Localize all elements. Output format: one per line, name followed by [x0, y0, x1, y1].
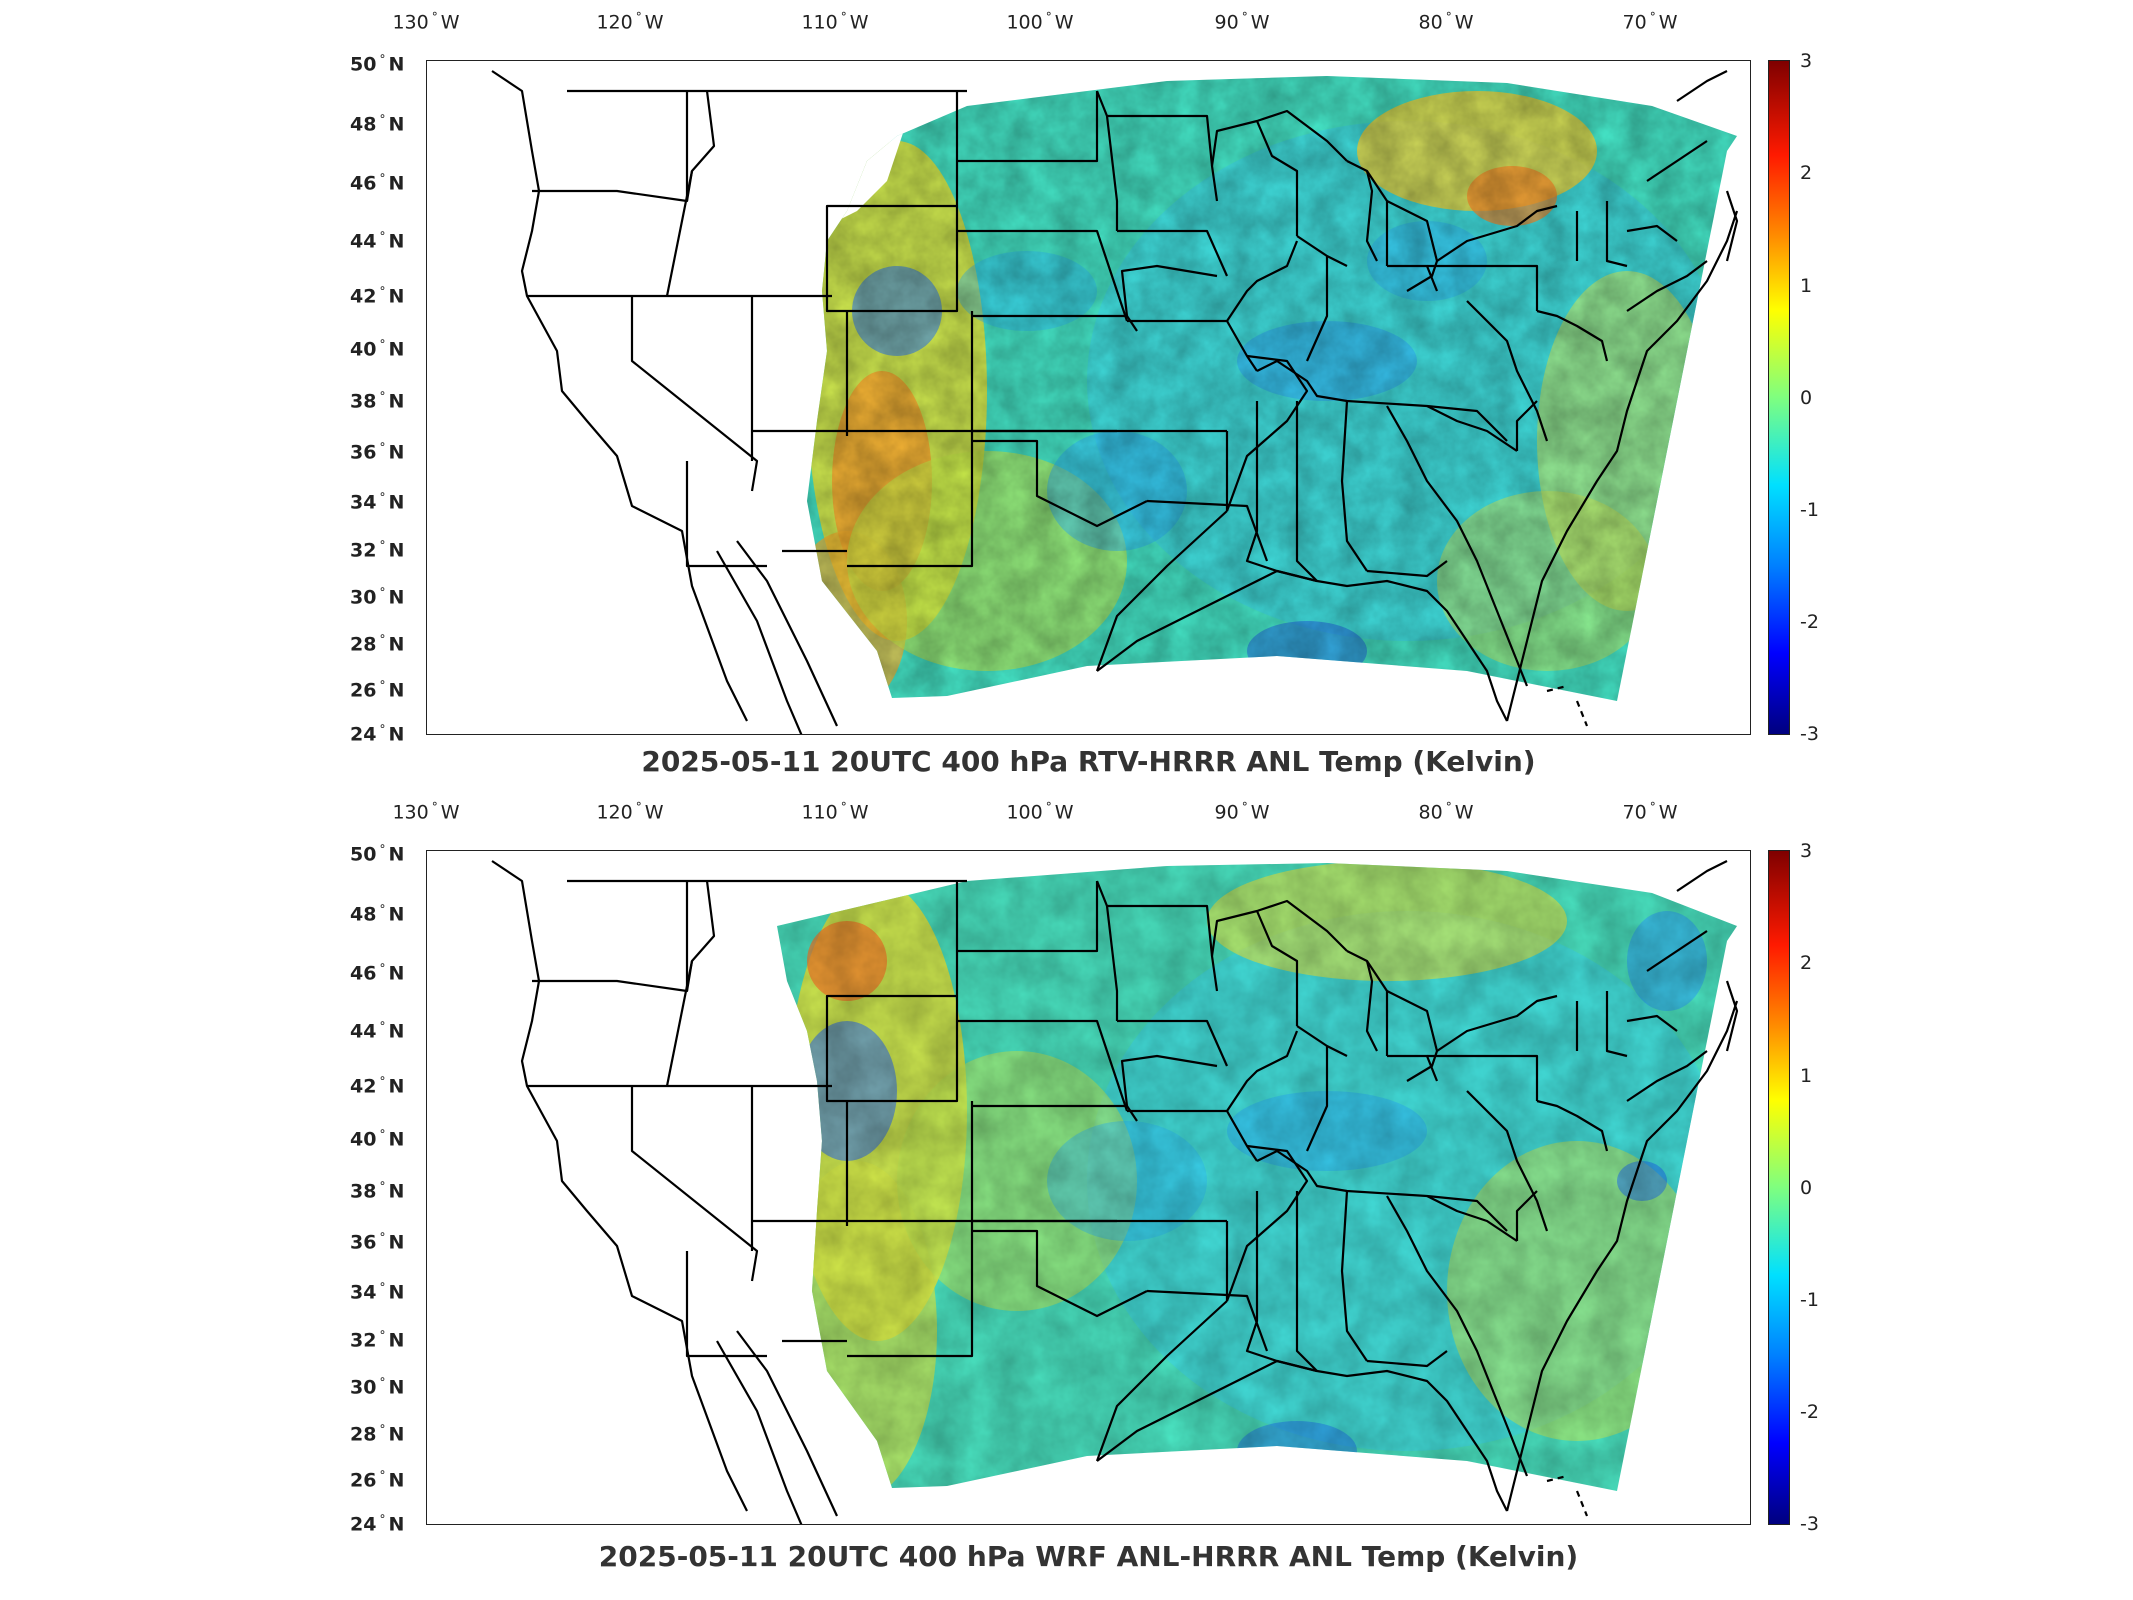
- colorbar-tick: 0: [1800, 387, 1813, 409]
- map-panel-rtv: 130 ° W 120 ° W 110 ° W 100 ° W 90 ° W 80 ° W 70 ° W 5…: [0, 0, 2133, 790]
- lon-label: 120 ° W: [596, 10, 664, 34]
- lat-label: 36 ° N: [350, 440, 405, 464]
- panel-title: 2025-05-11 20UTC 400 hPa RTV-HRRR ANL Te…: [641, 745, 1536, 778]
- lat-label: 42 ° N: [350, 1074, 405, 1098]
- lat-label: 26 ° N: [350, 678, 405, 702]
- lat-label: 34 ° N: [350, 1280, 405, 1304]
- colorbar-tick: -1: [1800, 1289, 1819, 1311]
- data-field: [807, 76, 1737, 701]
- colorbar-tick: 1: [1800, 1065, 1813, 1087]
- lat-label: 50 ° N: [350, 52, 405, 76]
- colorbar-tick: 2: [1800, 162, 1813, 184]
- lat-label: 48 ° N: [350, 112, 405, 136]
- lat-label: 32 ° N: [350, 538, 405, 562]
- lat-label: 24 ° N: [350, 1512, 405, 1536]
- lat-label: 44 ° N: [350, 229, 405, 253]
- lon-label: 80 ° W: [1418, 10, 1474, 34]
- lon-label: 70 ° W: [1622, 10, 1678, 34]
- lat-label: 44 ° N: [350, 1019, 405, 1043]
- map-plot-area: [426, 850, 1751, 1525]
- lon-label: 80 ° W: [1418, 800, 1474, 824]
- lat-label: 28 ° N: [350, 1422, 405, 1446]
- lon-label: 90 ° W: [1214, 10, 1270, 34]
- lat-label: 32 ° N: [350, 1328, 405, 1352]
- lon-label: 120 ° W: [596, 800, 664, 824]
- coastlines-and-borders: [491, 70, 1739, 734]
- lat-label: 46 ° N: [350, 171, 405, 195]
- lat-label: 24 ° N: [350, 722, 405, 746]
- lat-label: 30 ° N: [350, 1375, 405, 1399]
- colorbar-tick: 0: [1800, 1177, 1813, 1199]
- lat-label: 48 ° N: [350, 902, 405, 926]
- colorbar-tick: -2: [1800, 1401, 1819, 1423]
- coastlines-and-borders: [491, 860, 1739, 1524]
- lat-label: 46 ° N: [350, 961, 405, 985]
- map-plot-area: [426, 60, 1751, 735]
- temperature-difference-map: [491, 70, 1739, 734]
- colorbar-tick: 3: [1800, 840, 1813, 862]
- colorbar-tick: -3: [1800, 723, 1819, 745]
- colorbar-tick: 2: [1800, 952, 1813, 974]
- lon-label: 130 ° W: [392, 10, 460, 34]
- colorbar-tick: 3: [1800, 50, 1813, 72]
- lat-label: 50 ° N: [350, 842, 405, 866]
- colorbar: [1768, 60, 1790, 735]
- lat-label: 38 ° N: [350, 389, 405, 413]
- data-field: [777, 863, 1737, 1491]
- lat-label: 30 ° N: [350, 585, 405, 609]
- lat-label: 36 ° N: [350, 1230, 405, 1254]
- temperature-difference-map: [491, 860, 1739, 1524]
- lon-label: 90 ° W: [1214, 800, 1270, 824]
- lat-label: 40 ° N: [350, 1127, 405, 1151]
- panel-title: 2025-05-11 20UTC 400 hPa WRF ANL-HRRR AN…: [598, 1540, 1579, 1573]
- lon-label: 130 ° W: [392, 800, 460, 824]
- lon-label: 110 ° W: [801, 10, 869, 34]
- lat-label: 38 ° N: [350, 1179, 405, 1203]
- lon-label: 110 ° W: [801, 800, 869, 824]
- lat-label: 42 ° N: [350, 284, 405, 308]
- lat-label: 40 ° N: [350, 337, 405, 361]
- lon-label: 100 ° W: [1006, 10, 1074, 34]
- lat-label: 28 ° N: [350, 632, 405, 656]
- lat-label: 26 ° N: [350, 1468, 405, 1492]
- colorbar-tick: 1: [1800, 275, 1813, 297]
- map-panel-wrf: 130 ° W 120 ° W 110 ° W 100 ° W 90 ° W 80 ° W 70 ° W 5…: [0, 790, 2133, 1580]
- colorbar-tick: -1: [1800, 499, 1819, 521]
- lon-label: 70 ° W: [1622, 800, 1678, 824]
- lon-label: 100 ° W: [1006, 800, 1074, 824]
- colorbar: [1768, 850, 1790, 1525]
- colorbar-tick: -3: [1800, 1513, 1819, 1535]
- lat-label: 34 ° N: [350, 490, 405, 514]
- colorbar-tick: -2: [1800, 611, 1819, 633]
